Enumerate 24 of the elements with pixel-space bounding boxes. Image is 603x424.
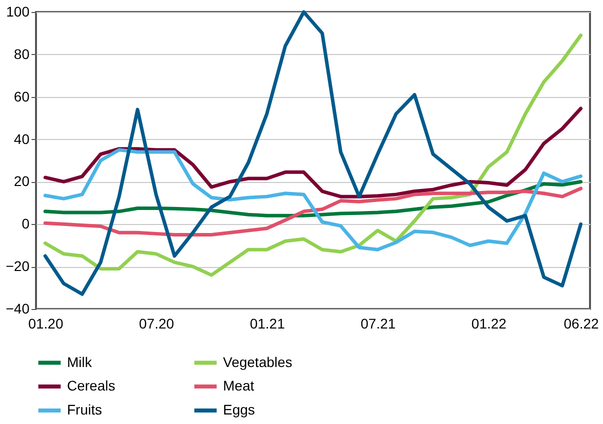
- x-tick-label: 01.20: [28, 316, 64, 332]
- y-tick-label: 60: [14, 88, 30, 104]
- legend-label: Eggs: [223, 402, 255, 418]
- x-tick-label: 07.20: [139, 316, 174, 332]
- y-tick-label: 20: [14, 173, 30, 190]
- legend-label: Vegetables: [223, 354, 292, 370]
- legend-label: Cereals: [67, 378, 116, 394]
- legend-label: Fruits: [67, 402, 102, 418]
- legend-label: Milk: [67, 354, 93, 370]
- y-tick-label: 0: [22, 216, 30, 232]
- y-tick-label: 40: [14, 130, 30, 147]
- line-series: [43, 148, 583, 252]
- legend-label: Meat: [223, 378, 254, 394]
- y-tick-label: 80: [14, 46, 30, 62]
- line-series: [43, 180, 583, 218]
- line-series: [43, 186, 583, 236]
- y-tick-label: −40: [6, 300, 30, 316]
- x-tick-label: 06.22: [564, 316, 599, 332]
- line-series: [43, 106, 583, 198]
- y-tick-label: 100: [6, 4, 30, 20]
- x-tick-label: 07.21: [360, 316, 396, 332]
- x-tick-label: 01.21: [250, 316, 286, 332]
- y-tick-label: −20: [6, 258, 30, 274]
- x-tick-label: 01.22: [471, 316, 507, 332]
